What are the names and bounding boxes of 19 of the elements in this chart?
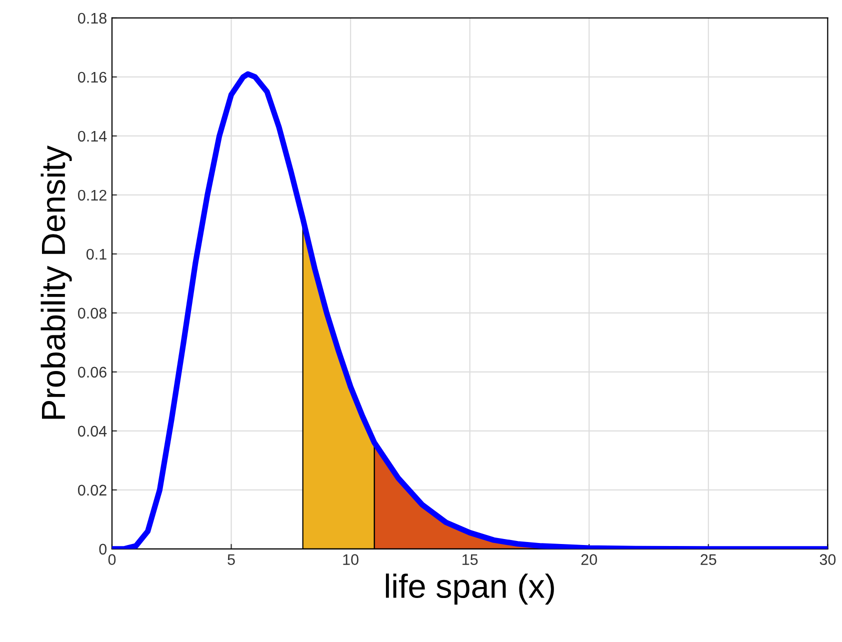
y-tick-label: 0.16: [78, 72, 106, 83]
x-tick-label: 0: [108, 554, 116, 565]
y-tick-label: 0.14: [78, 130, 107, 142]
y-axis-title: Probability Density: [40, 145, 72, 419]
x-tick-label: 5: [228, 554, 235, 565]
y-tick-label: 0.04: [78, 426, 107, 437]
x-tick-label: 10: [343, 554, 358, 565]
x-axis-title: life span (x): [386, 574, 554, 605]
y-tick-label: 0.02: [78, 484, 106, 496]
x-tick-label: 30: [820, 554, 836, 565]
y-tick-label: 0.1: [86, 248, 106, 260]
y-tick-label: 0.12: [78, 190, 106, 201]
x-tick-label: 25: [700, 554, 716, 565]
y-tick-label: 0.18: [78, 12, 106, 24]
y-tick-label: 0: [99, 544, 107, 555]
x-tick-label: 15: [462, 554, 478, 565]
y-tick-label: 0.06: [78, 366, 106, 378]
y-tick-label: 0.08: [78, 308, 106, 319]
x-tick-label: 20: [581, 554, 598, 565]
